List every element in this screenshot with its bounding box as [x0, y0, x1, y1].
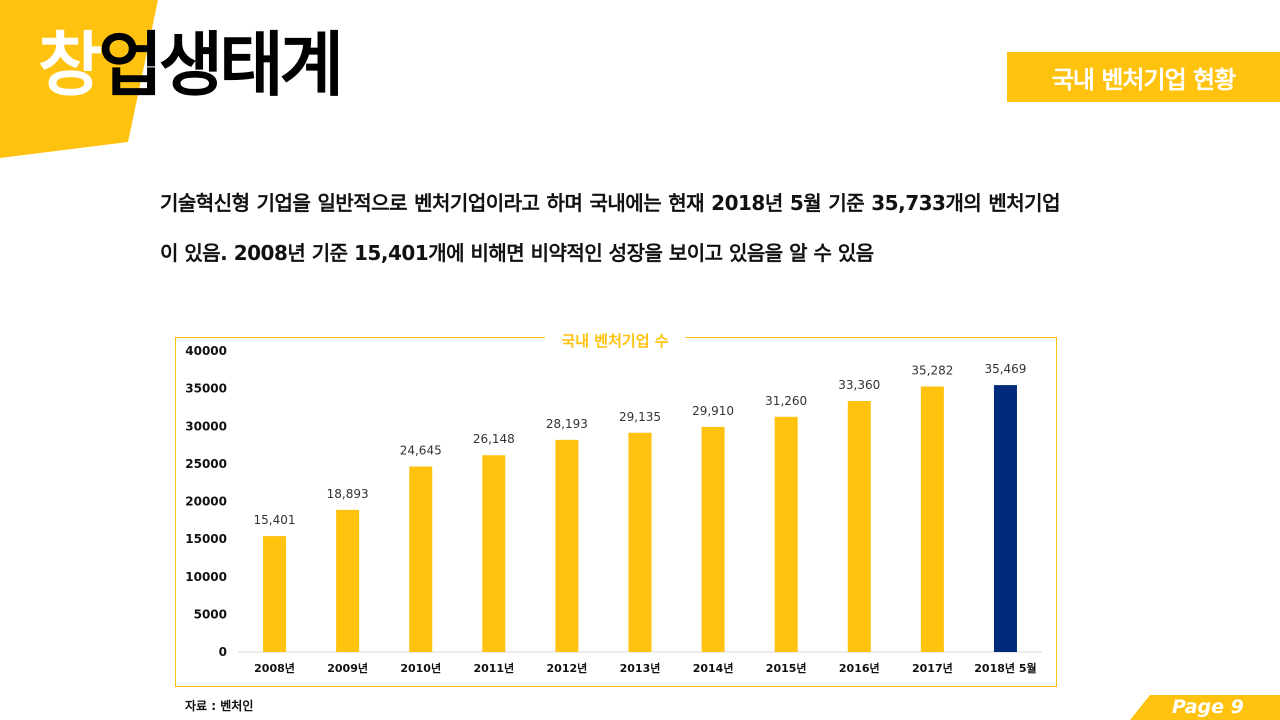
page-title: 창업생태계 [38, 30, 344, 100]
x-tick-label: 2016년 [839, 661, 880, 675]
bar [920, 386, 944, 652]
y-tick-label: 30000 [185, 419, 227, 433]
chart-title: 국내 벤처기업 수 [545, 330, 685, 352]
x-tick-label: 2013년 [620, 661, 661, 675]
bar [628, 432, 652, 652]
bar [336, 509, 360, 652]
x-tick-label: 2018년 5월 [974, 661, 1036, 675]
page-tab-shape [1130, 695, 1280, 720]
description-text: 기술혁신형 기업을 일반적으로 벤처기업이라고 하며 국내에는 현재 2018년… [160, 191, 1061, 265]
data-label: 29,910 [692, 404, 734, 418]
y-tick-label: 0 [219, 645, 227, 659]
title-accent: 창 [38, 24, 102, 106]
y-tick-label: 40000 [185, 344, 227, 358]
y-tick-label: 5000 [194, 607, 227, 621]
bar [847, 400, 871, 652]
page-number: Page 9 [1172, 696, 1244, 718]
bar [701, 426, 725, 652]
x-tick-label: 2008년 [254, 661, 295, 675]
x-tick-label: 2009년 [327, 661, 368, 675]
y-tick-label: 35000 [185, 382, 227, 396]
title-rest: 업생태계 [98, 24, 344, 106]
x-tick-label: 2017년 [912, 661, 953, 675]
bar [409, 466, 433, 652]
corner-decoration [0, 0, 158, 158]
bar [774, 416, 798, 652]
bar [555, 439, 579, 652]
y-tick-label: 15000 [185, 532, 227, 546]
x-tick-label: 2010년 [400, 661, 441, 675]
data-label: 18,893 [327, 487, 369, 501]
bar [263, 536, 287, 652]
data-label: 33,360 [838, 378, 880, 392]
data-label: 28,193 [546, 417, 588, 431]
bar [482, 455, 506, 652]
data-label: 26,148 [473, 432, 515, 446]
x-tick-label: 2014년 [693, 661, 734, 675]
y-tick-label: 10000 [185, 570, 227, 584]
data-label: 24,645 [400, 444, 442, 458]
x-tick-label: 2011년 [473, 661, 514, 675]
source-note: 자료 : 벤처인 [185, 699, 254, 713]
data-label: 15,401 [254, 513, 296, 527]
data-label: 35,282 [911, 364, 953, 378]
y-tick-label: 20000 [185, 495, 227, 509]
section-badge: 국내 벤처기업 현황 [1007, 52, 1280, 102]
data-label: 35,469 [984, 362, 1026, 376]
data-label: 29,135 [619, 410, 661, 424]
y-tick-label: 25000 [185, 457, 227, 471]
data-label: 31,260 [765, 394, 807, 408]
bar [993, 385, 1017, 652]
x-tick-label: 2015년 [766, 661, 807, 675]
x-tick-label: 2012년 [547, 661, 588, 675]
